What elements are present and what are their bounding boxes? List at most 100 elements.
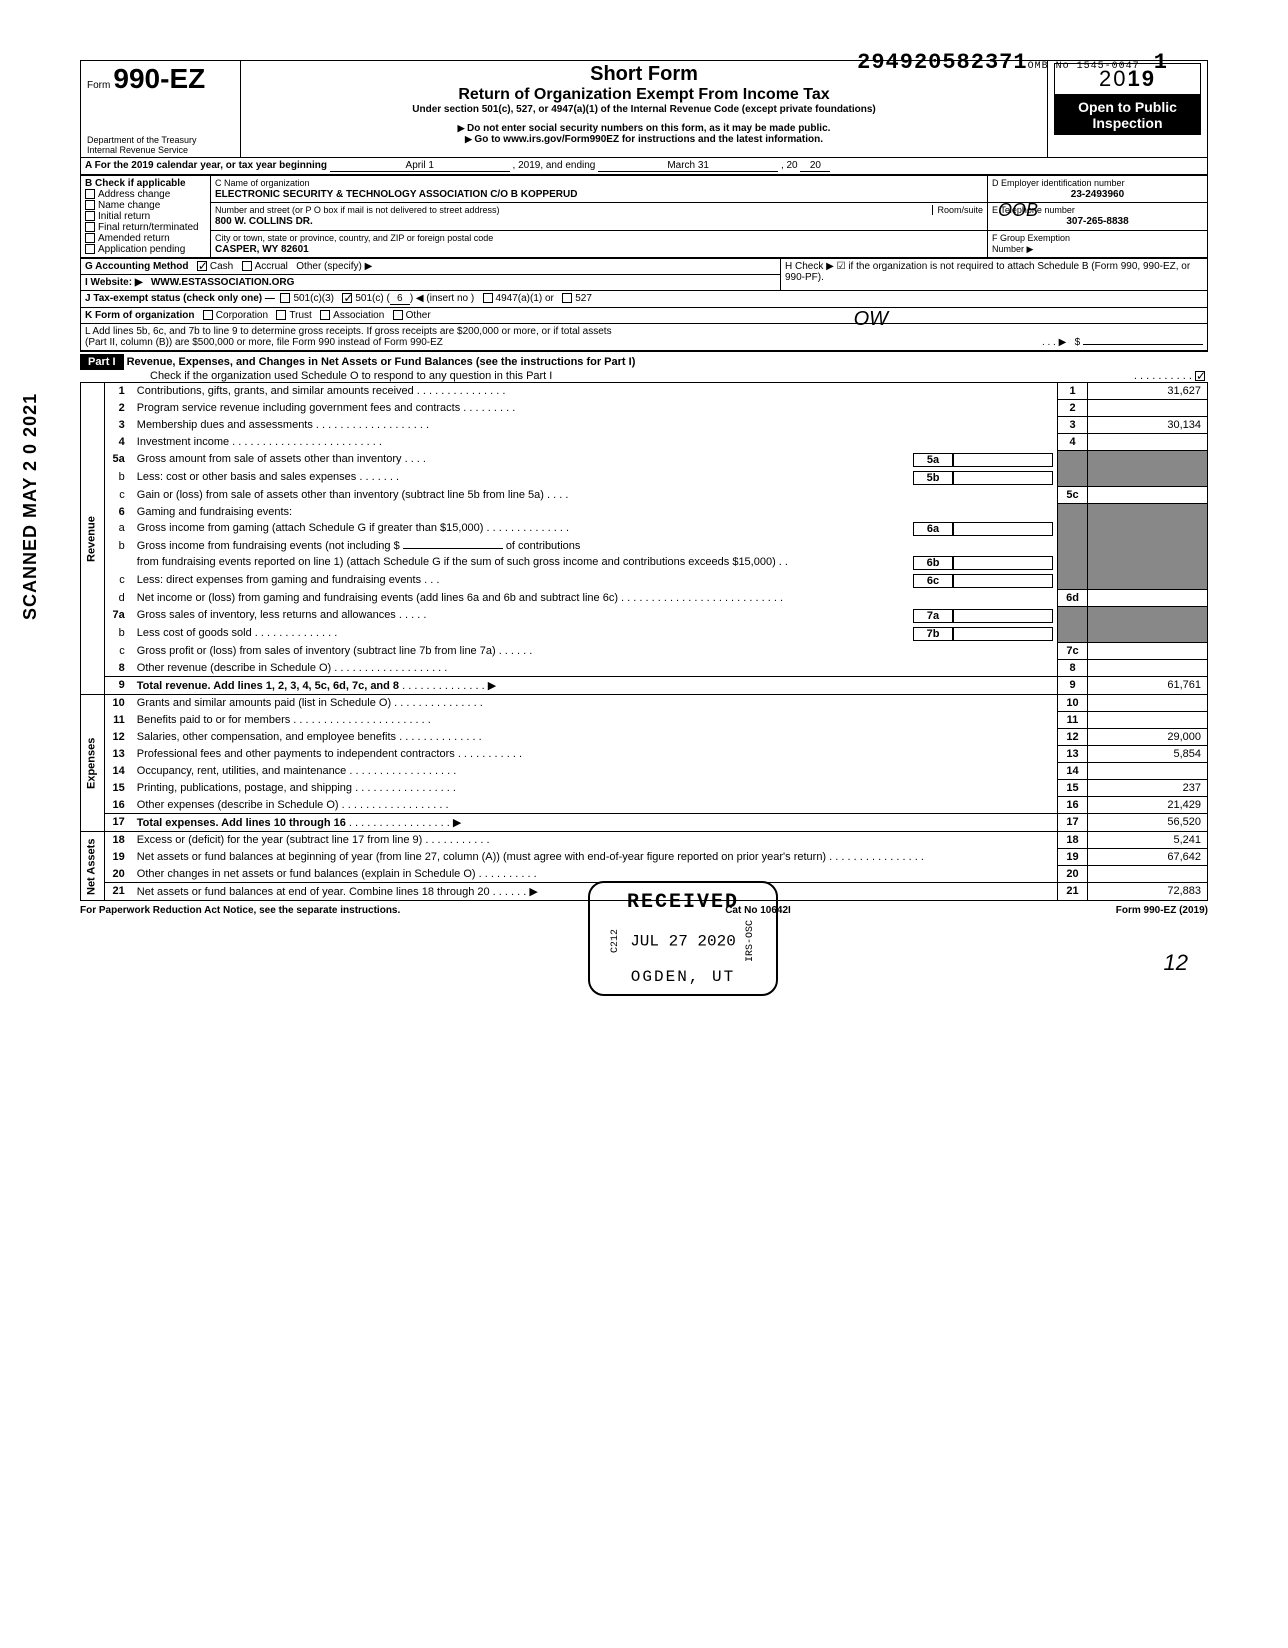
l9-box: 9 [1058,677,1088,695]
box-f-label2: Number ▶ [992,244,1033,254]
l12-desc: Salaries, other compensation, and employ… [137,731,396,743]
l15-num: 15 [105,780,133,797]
line-a-mid: , 2019, and ending [513,160,596,171]
l6d-num: d [105,590,133,607]
l7a-val [953,609,1053,623]
chk-527[interactable] [562,293,572,303]
l7-shade-val [1088,607,1208,643]
l13-box: 13 [1058,746,1088,763]
l6b-box: 6b [913,556,953,570]
inspection-box: Open to Public Inspection [1054,95,1201,135]
chk-trust[interactable] [276,310,286,320]
title-under: Under section 501(c), 527, or 4947(a)(1)… [247,104,1041,115]
l18-val: 5,241 [1088,832,1208,849]
l5c-val [1088,487,1208,504]
l11-val [1088,712,1208,729]
form-label: Form [87,80,110,91]
l7a-desc: Gross sales of inventory, less returns a… [137,609,396,621]
part1-check-text: Check if the organization used Schedule … [80,370,552,382]
chk-amended[interactable] [85,233,95,243]
opt-final: Final return/terminated [98,222,199,233]
org-name: ELECTRONIC SECURITY & TECHNOLOGY ASSOCIA… [215,189,577,200]
org-addr: 800 W. COLLINS DR. [215,216,313,227]
l10-desc: Grants and similar amounts paid (list in… [137,697,391,709]
l6c-val [953,574,1053,588]
l19-box: 19 [1058,849,1088,866]
chk-accrual[interactable] [242,261,252,271]
l10-val [1088,695,1208,712]
l16-num: 16 [105,797,133,814]
l4-val [1088,434,1208,451]
omb-label: OMB No 1545-0047 [1028,61,1140,72]
line-a: A For the 2019 calendar year, or tax yea… [80,158,1208,175]
l20-box: 20 [1058,866,1088,883]
l4-num: 4 [105,434,133,451]
line-i-label: I Website: ▶ [85,277,143,288]
chk-address[interactable] [85,189,95,199]
l17-num: 17 [105,814,133,832]
l7c-desc: Gross profit or (loss) from sales of inv… [137,645,496,657]
l14-box: 14 [1058,763,1088,780]
stamp-tail: 1 [1154,50,1168,75]
scanned-stamp: SCANNED MAY 2 0 2021 [20,393,41,620]
chk-korther[interactable] [393,310,403,320]
l17-arrow: ▶ [453,817,461,829]
irs-label: Internal Revenue Service [87,145,234,155]
chk-initial[interactable] [85,211,95,221]
chk-name[interactable] [85,200,95,210]
chk-pending[interactable] [85,244,95,254]
l19-num: 19 [105,849,133,866]
inspection-label: Inspection [1058,115,1197,131]
l19-desc: Net assets or fund balances at beginning… [137,851,826,863]
chk-assoc[interactable] [320,310,330,320]
received-stamp: RECEIVED C212 JUL 27 2020 IRS-OSC OGDEN,… [588,881,779,996]
received-l1: RECEIVED [610,891,757,914]
chk-4947[interactable] [483,293,493,303]
received-l3: OGDEN, UT [610,968,757,986]
city-label: City or town, state or province, country… [215,233,493,243]
part1-table: Revenue 1 Contributions, gifts, grants, … [80,382,1208,901]
l6c-desc: Less: direct expenses from gaming and fu… [137,574,421,586]
title-return: Return of Organization Exempt From Incom… [247,86,1041,104]
l5a-num: 5a [105,451,133,469]
line-k-label: K Form of organization [85,310,194,321]
form-page: 294920582371OMB No 1545-0047 1 SCANNED M… [80,60,1208,916]
chk-corp[interactable] [203,310,213,320]
l20-val [1088,866,1208,883]
chk-501c[interactable] [342,293,352,303]
l3-box: 3 [1058,417,1088,434]
chk-final[interactable] [85,222,95,232]
l11-desc: Benefits paid to or for members [137,714,290,726]
chk-cash[interactable] [197,261,207,271]
ghijkl-block: G Accounting Method Cash Accrual Other (… [80,258,1208,351]
l6c-num: c [105,572,133,590]
opt-other: Other (specify) ▶ [296,261,372,272]
part1-title: Revenue, Expenses, and Changes in Net As… [127,356,636,368]
l6b-desc3: from fundraising events reported on line… [137,556,776,568]
chk-501c3[interactable] [280,293,290,303]
l13-num: 13 [105,746,133,763]
chk-schedo[interactable] [1195,371,1205,381]
l9-arrow: ▶ [488,680,496,692]
l6a-num: a [105,520,133,538]
line-a-prefix: A For the 2019 calendar year, or tax yea… [85,160,327,171]
l18-num: 18 [105,832,133,849]
l5c-desc: Gain or (loss) from sale of assets other… [137,489,544,501]
l15-desc: Printing, publications, postage, and shi… [137,782,352,794]
l12-val: 29,000 [1088,729,1208,746]
addr-label: Number and street (or P O box if mail is… [215,205,499,215]
l6-shade-val [1088,504,1208,590]
l5-shade-val [1088,451,1208,487]
l14-val [1088,763,1208,780]
line-l-arrow: . . . ▶ [1042,337,1066,348]
opt-address: Address change [98,189,170,200]
l5a-val [953,453,1053,467]
l6b-desc2: of contributions [506,540,581,552]
l5a-box: 5a [913,453,953,467]
info-block: B Check if applicable Address change Nam… [80,175,1208,258]
l5b-box: 5b [913,471,953,485]
l21-val: 72,883 [1088,883,1208,901]
line-l-dollar: $ [1075,337,1081,348]
handwriting-12: 12 [1164,950,1188,976]
section-expenses: Expenses [81,695,105,832]
